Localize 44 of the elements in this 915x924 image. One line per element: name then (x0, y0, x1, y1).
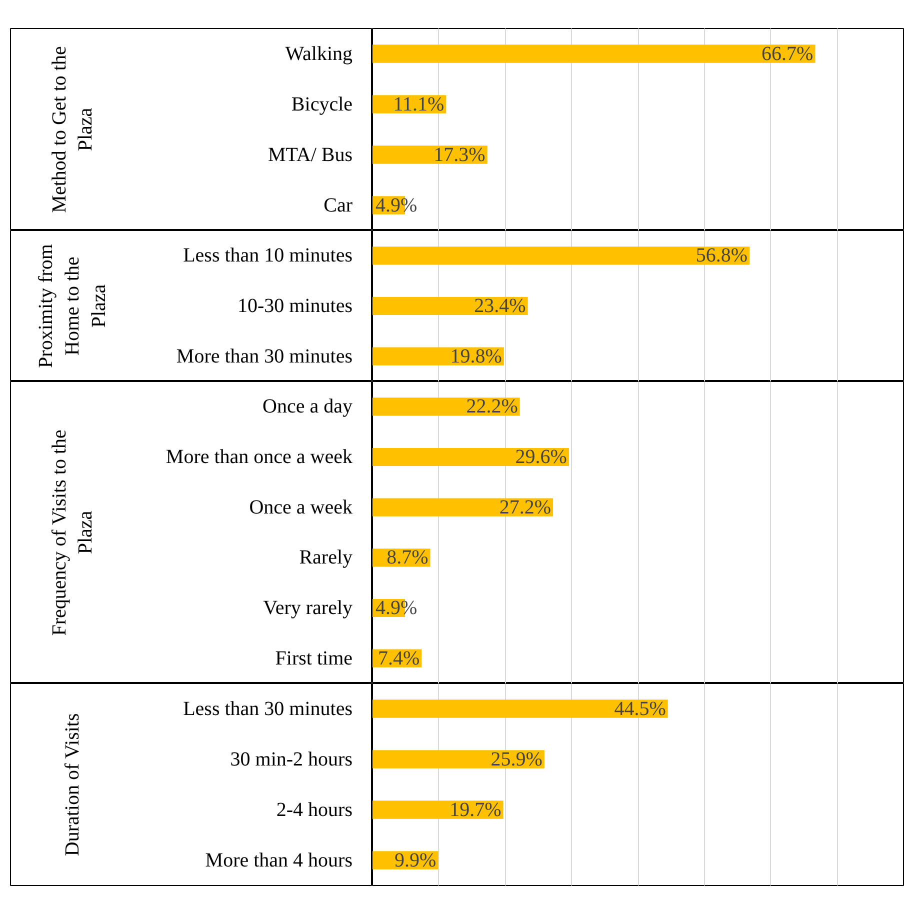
y-tick-label: More than 30 minutes (176, 345, 353, 368)
data-label: 25.9% (490, 748, 542, 770)
data-label: 19.8% (450, 345, 502, 368)
y-tick-label: Walking (285, 42, 352, 65)
y-tick-label: Car (324, 194, 353, 216)
bar (372, 800, 504, 819)
bar (372, 448, 569, 466)
bar (372, 398, 520, 416)
y-axis-title: Proximity from Home to the Plaza (35, 244, 110, 368)
bar (372, 44, 816, 63)
bar (372, 750, 544, 768)
data-label: 8.7% (386, 546, 428, 569)
data-label: 29.6% (515, 446, 567, 468)
data-label: 9.9% (394, 849, 436, 872)
y-tick-label: Once a day (262, 396, 352, 418)
y-tick-label: Less than 10 minutes (183, 244, 353, 267)
y-axis-title: Method to Get to the Plaza (48, 46, 97, 213)
y-tick-label: Very rarely (263, 597, 353, 619)
y-tick-label: First time (275, 647, 353, 670)
bar (372, 146, 488, 164)
data-label: 19.7% (450, 798, 502, 821)
y-tick-label: 2-4 hours (276, 798, 353, 821)
data-label: 27.2% (499, 496, 552, 518)
y-axis-title: Frequency of Visits to the Plaza (48, 429, 97, 636)
bar (372, 498, 554, 516)
y-tick-label: Less than 30 minutes (183, 698, 353, 720)
y-axis-title: Duration of Visits (62, 713, 84, 856)
y-tick-label: Bicycle (291, 93, 353, 116)
data-label: 7.4% (378, 647, 420, 670)
data-label: 22.2% (466, 396, 518, 418)
bar (372, 700, 668, 718)
data-label: 23.4% (474, 295, 526, 317)
y-tick-label: More than once a week (166, 446, 353, 468)
data-label: 11.1% (393, 93, 444, 116)
y-tick-label: MTA/ Bus (268, 144, 353, 166)
y-tick-label: 30 min-2 hours (230, 748, 353, 770)
y-tick-label: Once a week (249, 496, 353, 518)
y-tick-label: Rarely (299, 546, 352, 569)
y-tick-label: More than 4 hours (205, 849, 353, 872)
data-label: 66.7% (762, 42, 814, 65)
y-tick-label: 10-30 minutes (238, 295, 353, 317)
data-label: 17.3% (434, 144, 486, 166)
data-label: 44.5% (614, 698, 666, 720)
data-label: 56.8% (696, 244, 748, 267)
